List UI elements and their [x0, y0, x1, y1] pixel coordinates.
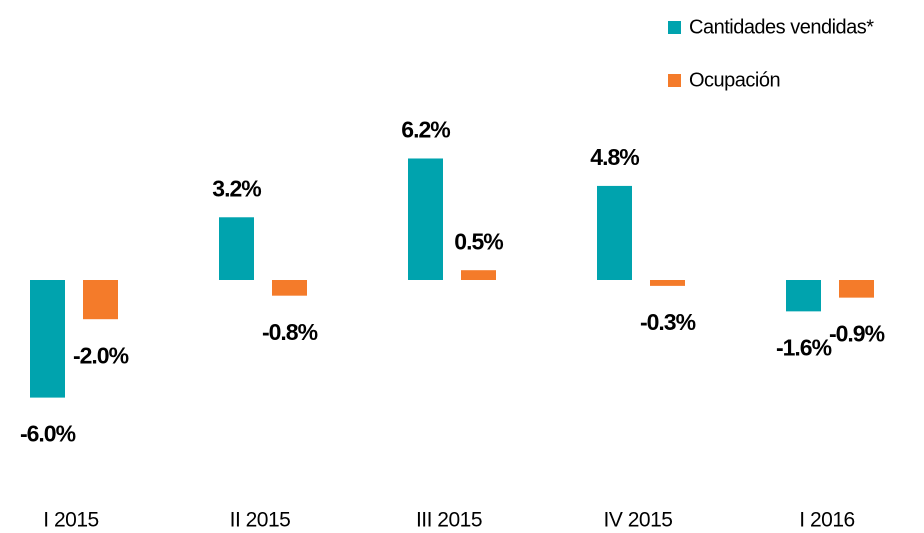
data-label: -0.3% [640, 309, 696, 335]
x-tick-label: I 2015 [43, 509, 98, 532]
bar [597, 185, 632, 280]
legend-swatch [668, 74, 681, 87]
bar [786, 280, 821, 312]
data-label: 4.8% [590, 144, 639, 170]
bar [461, 270, 496, 280]
bar [650, 280, 685, 286]
data-label: -6.0% [20, 421, 76, 447]
bar [839, 280, 874, 298]
data-label: -2.0% [73, 342, 129, 368]
bar [219, 217, 254, 280]
data-label: 3.2% [212, 175, 261, 201]
bar [83, 280, 118, 320]
data-label: 0.5% [454, 228, 503, 254]
legend-swatch [668, 21, 681, 34]
data-label: 6.2% [401, 117, 450, 143]
x-tick-label: III 2015 [416, 509, 482, 532]
data-label: -1.6% [776, 334, 832, 360]
x-tick-label: I 2016 [799, 509, 854, 532]
data-label: -0.8% [262, 319, 318, 345]
legend-label: Ocupación [689, 69, 780, 91]
bar [30, 280, 65, 398]
bar [408, 158, 443, 280]
x-tick-label: II 2015 [230, 509, 291, 532]
x-tick-label: IV 2015 [604, 509, 673, 532]
data-label: -0.9% [829, 321, 885, 347]
legend-label: Cantidades vendidas* [689, 16, 874, 38]
bar [272, 280, 307, 296]
